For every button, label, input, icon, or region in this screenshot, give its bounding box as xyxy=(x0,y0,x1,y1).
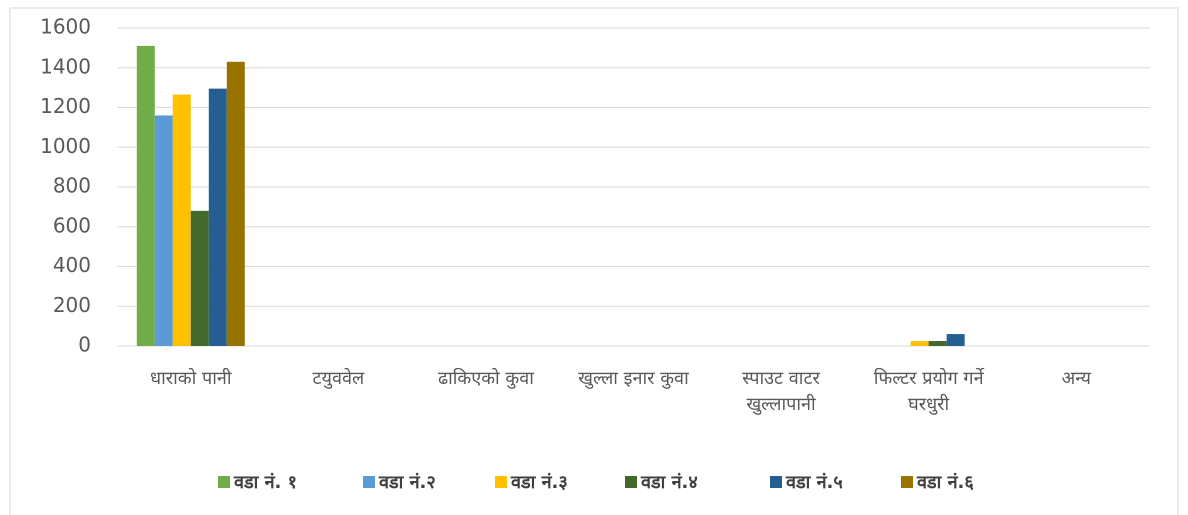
legend-swatch xyxy=(218,476,230,488)
y-tick-label: 1200 xyxy=(40,94,91,118)
bar xyxy=(928,341,947,346)
y-tick-label: 1000 xyxy=(40,134,91,158)
y-tick-label: 600 xyxy=(53,213,91,237)
bar xyxy=(136,45,155,346)
legend-label: वडा नं.४ xyxy=(640,472,698,493)
legend-label: वडा नं.३ xyxy=(510,472,568,493)
legend-swatch xyxy=(625,476,637,488)
legend-label: वडा नं.२ xyxy=(378,472,436,493)
legend-swatch xyxy=(495,476,507,488)
y-tick-label: 0 xyxy=(78,333,91,357)
x-tick-label: धाराको पानी xyxy=(150,368,232,389)
chart-border xyxy=(9,7,1179,515)
y-tick-label: 1600 xyxy=(40,15,91,39)
x-tick-label: अन्य xyxy=(1061,368,1091,389)
y-tick-label: 200 xyxy=(53,293,91,317)
bar xyxy=(946,334,965,346)
bar xyxy=(190,210,209,346)
y-tick-label: 400 xyxy=(53,253,91,277)
x-tick-label: टयुववेल xyxy=(312,368,365,389)
bar xyxy=(910,341,929,346)
legend-label: वडा नं.५ xyxy=(785,472,843,493)
bar xyxy=(154,115,173,346)
bar xyxy=(172,94,191,346)
x-tick-label: ढाकिएको कुवा xyxy=(437,368,534,389)
y-tick-label: 800 xyxy=(53,174,91,198)
legend-swatch xyxy=(363,476,375,488)
legend-label: वडा नं. १ xyxy=(233,472,297,493)
legend-swatch xyxy=(901,476,913,488)
bar xyxy=(208,88,227,347)
x-tick-label: फिल्टर प्रयोग गर्ने घरधुरी xyxy=(873,368,984,415)
legend-swatch xyxy=(770,476,782,488)
y-tick-label: 1400 xyxy=(40,54,91,78)
x-tick-label: स्पाउट वाटर खुल्लापानी xyxy=(742,368,820,415)
x-tick-label: खुल्ला इनार कुवा xyxy=(578,368,689,389)
legend-label: वडा नं.६ xyxy=(916,472,974,493)
bar xyxy=(226,61,245,346)
